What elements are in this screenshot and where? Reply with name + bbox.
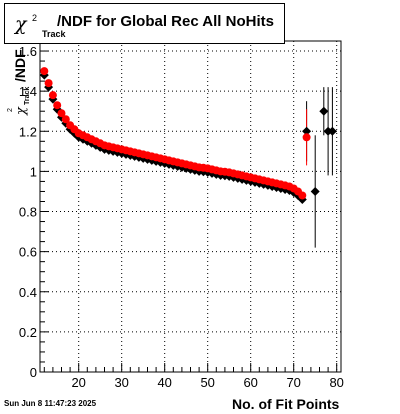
x-axis-label: No. of Fit Points xyxy=(232,396,340,412)
y-tick-label: 0.4 xyxy=(19,285,37,300)
y-tick-label: 0 xyxy=(30,365,37,380)
chart-title-box: χ 2 Track /NDF for Global Rec All NoHits xyxy=(4,3,285,44)
grid-lines xyxy=(40,41,341,372)
x-tick-label: 60 xyxy=(243,375,257,390)
ylabel-chi: χ xyxy=(14,106,29,116)
x-tick-label: 20 xyxy=(71,375,85,390)
title-chi-symbol: χ xyxy=(15,13,27,35)
y-tick-label: 1 xyxy=(30,164,37,179)
ylabel-sub: Track xyxy=(24,87,31,105)
x-tick-label: 50 xyxy=(200,375,214,390)
plot-frame xyxy=(39,40,342,373)
data-point-red xyxy=(44,79,53,88)
title-subscript: Track xyxy=(42,29,66,39)
x-tick-label: 80 xyxy=(329,375,343,390)
ylabel-rest: /NDF xyxy=(12,49,28,82)
data-point-red xyxy=(57,109,66,118)
data-point-black xyxy=(310,186,320,196)
data-point-red xyxy=(40,67,49,76)
y-tick-label: 0.8 xyxy=(19,205,37,220)
data-point-black xyxy=(302,126,312,136)
chart-title: /NDF for Global Rec All NoHits xyxy=(57,13,274,30)
data-point-red xyxy=(48,91,57,100)
y-tick-label: 1.6 xyxy=(19,44,37,59)
y-axis-label: χ 2 Track /NDF xyxy=(7,49,31,116)
y-tick-label: 0.2 xyxy=(19,325,37,340)
y-tick-label: 0.6 xyxy=(19,245,37,260)
y-tick-label: 1.4 xyxy=(19,84,37,99)
data-point-red xyxy=(302,133,311,142)
y-tick-label: 1.2 xyxy=(19,124,37,139)
data-point-red xyxy=(61,115,70,124)
data-point-red xyxy=(53,101,62,110)
x-tick-label: 70 xyxy=(286,375,300,390)
data-points xyxy=(39,67,337,204)
data-point-black xyxy=(327,126,337,136)
data-point-red xyxy=(298,191,307,200)
data-point-black xyxy=(319,106,329,116)
timestamp-footer: Sun Jun 8 11:47:23 2025 xyxy=(4,399,97,408)
title-superscript: 2 xyxy=(32,13,38,23)
ylabel-sup: 2 xyxy=(7,108,14,112)
axis-ticks: 20 30 40 50 60 70 80 0 0.2 0.4 0.6 0.8 1 1.2 1.4 1.6 xyxy=(19,40,344,390)
x-tick-label: 30 xyxy=(114,375,128,390)
x-tick-label: 40 xyxy=(157,375,171,390)
